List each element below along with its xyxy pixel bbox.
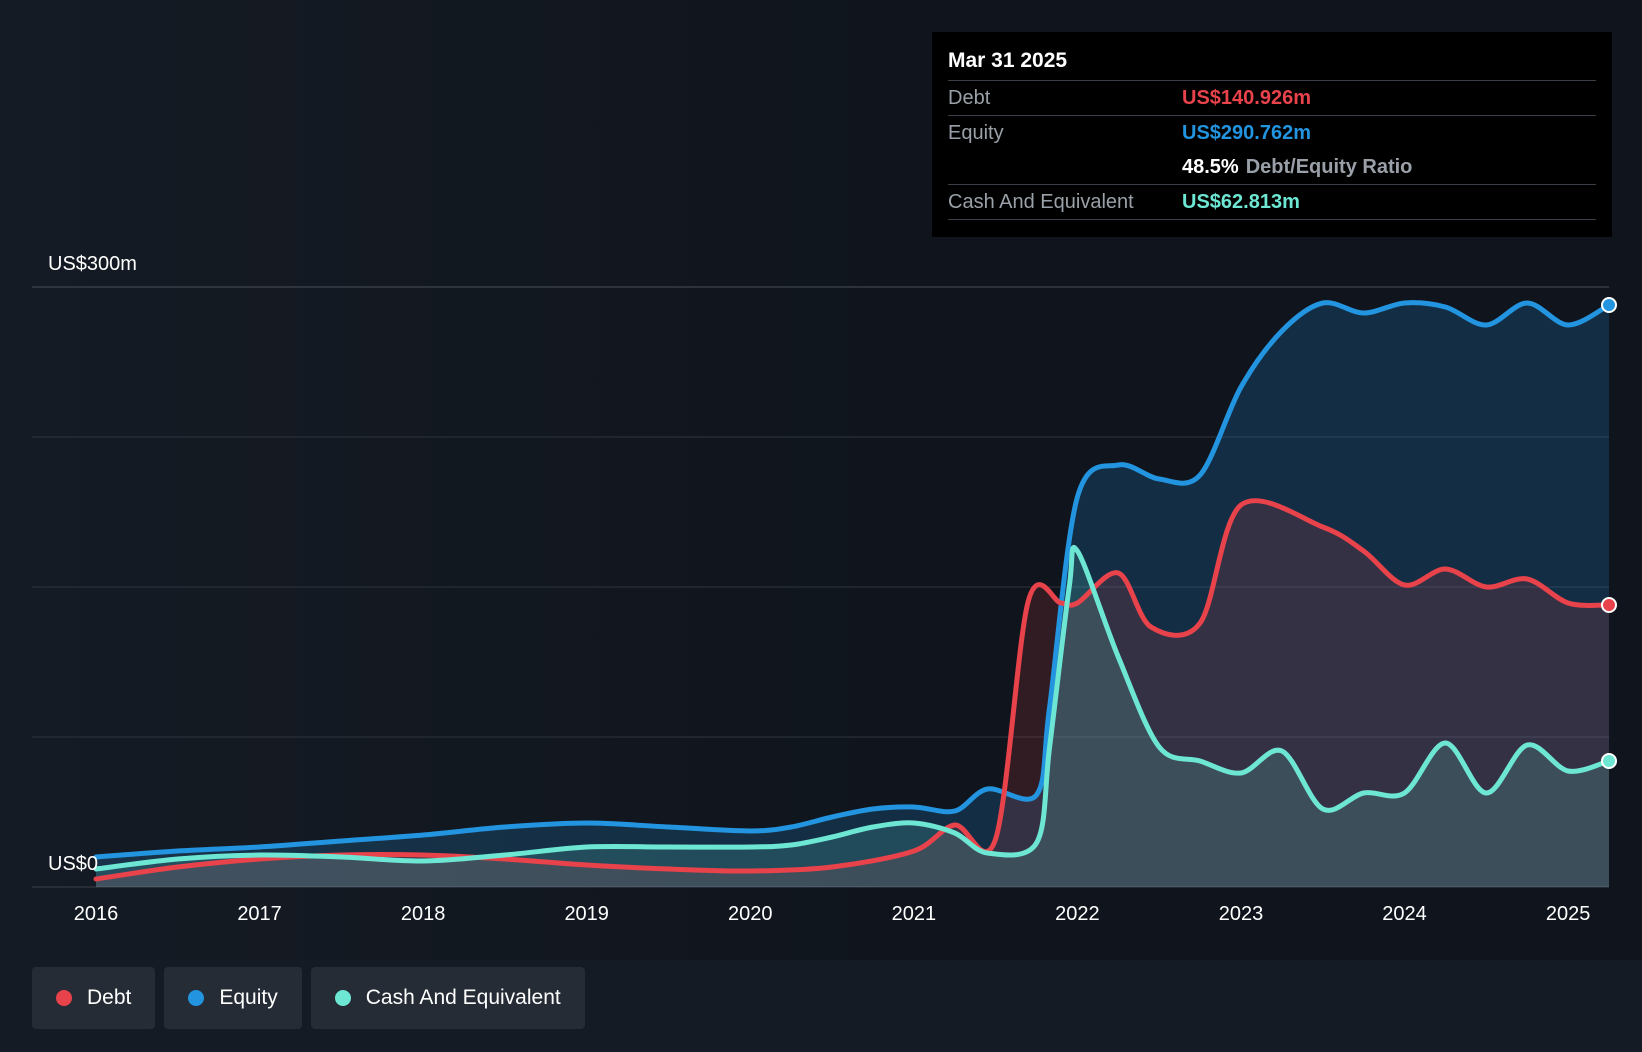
tooltip-row-equity: Equity US$290.762m (948, 116, 1596, 150)
cash-area (96, 547, 1609, 887)
tooltip-date: Mar 31 2025 (948, 46, 1596, 81)
x-tick-label: 2020 (728, 903, 773, 925)
x-tick-label: 2022 (1055, 903, 1100, 925)
tooltip-cash-label: Cash And Equivalent (948, 190, 1134, 213)
tooltip-cash-value: US$62.813m (1182, 190, 1300, 213)
legend-item-debt[interactable]: Debt (32, 967, 156, 1029)
tooltip-ratio-value: 48.5% (1182, 155, 1239, 178)
debt-end-marker (1601, 597, 1617, 613)
tooltip-ratio-label: Debt/Equity Ratio (1245, 155, 1413, 178)
x-tick-label: 2023 (1219, 903, 1264, 925)
tooltip-row-debt: Debt US$140.926m (948, 81, 1596, 116)
equity-end-marker (1601, 297, 1617, 313)
y-axis-max-label: US$300m (48, 253, 137, 275)
cash-dot-icon (334, 990, 351, 1006)
tooltip-row-ratio: 48.5% Debt/Equity Ratio (948, 150, 1596, 185)
tooltip-equity-label: Equity (948, 121, 1004, 144)
legend-label-equity: Equity (219, 986, 278, 1009)
x-tick-label: 2019 (564, 903, 609, 925)
cash-line (93, 544, 1612, 872)
x-tick-label: 2017 (237, 903, 282, 925)
tooltip-row-cash: Cash And Equivalent US$62.813m (948, 185, 1596, 220)
legend-label-debt: Debt (87, 986, 132, 1009)
x-tick-label: 2018 (401, 903, 446, 925)
legend-item-equity[interactable]: Equity (164, 967, 302, 1029)
equity-dot-icon (188, 990, 205, 1006)
tooltip-debt-value: US$140.926m (1182, 86, 1311, 109)
x-tick-label: 2016 (74, 903, 119, 925)
debt-area (96, 500, 1609, 887)
y-axis-min-label: US$0 (48, 853, 98, 875)
equity-area (96, 302, 1609, 887)
legend-label-cash: Cash And Equivalent (365, 986, 561, 1009)
debt-dot-icon (56, 990, 72, 1006)
x-tick-label: 2024 (1382, 903, 1427, 925)
debt-line (93, 498, 1612, 882)
cash-end-marker (1601, 753, 1617, 769)
legend-item-cash[interactable]: Cash And Equivalent (310, 967, 585, 1029)
equity-line (93, 300, 1612, 860)
x-tick-label: 2025 (1546, 903, 1591, 925)
chart-tooltip: Mar 31 2025 Debt US$140.926m Equity US$2… (932, 32, 1612, 237)
tooltip-equity-value: US$290.762m (1182, 121, 1311, 144)
tooltip-debt-label: Debt (948, 86, 991, 109)
x-tick-label: 2021 (892, 903, 937, 925)
legend: Debt Equity Cash And Equivalent (32, 967, 585, 1029)
